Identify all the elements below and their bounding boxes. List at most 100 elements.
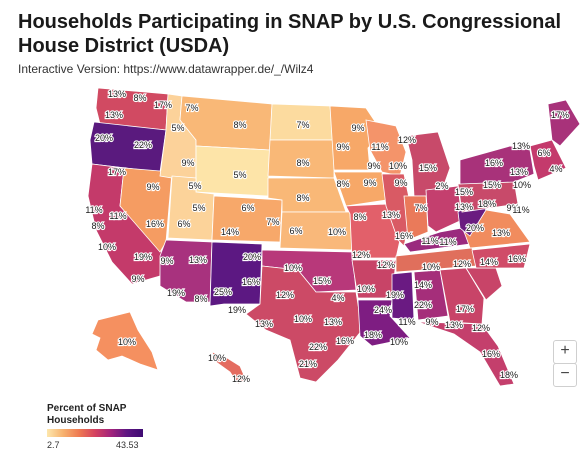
region-indiana[interactable] [403,195,429,241]
district-value-label: 19% [386,290,404,300]
legend-title: Percent of SNAP Households [47,403,127,426]
region-utah[interactable] [167,175,215,241]
zoom-in-button[interactable]: + [553,340,577,364]
zoom-out-button[interactable]: − [553,363,577,387]
region-maine[interactable] [547,99,581,147]
district-value-label: 11% [109,211,126,221]
district-value-label: 12% [232,374,250,384]
district-value-label: 5% [171,123,184,133]
district-value-label: 9% [336,142,349,152]
district-value-label: 13% [324,317,342,327]
district-value-label: 9% [506,203,519,213]
district-value-label: 4% [331,293,344,303]
district-value-label: 13% [492,228,510,238]
chart-subtitle[interactable]: Interactive Version: https://www.datawra… [18,62,314,76]
district-value-label: 8% [353,212,366,222]
district-value-label: 10% [328,227,346,237]
district-value-label: 5% [192,203,205,213]
region-georgia[interactable] [439,267,485,325]
district-value-label: 22% [309,342,327,352]
district-value-label: 12% [453,259,471,269]
legend-color-scale [47,429,143,437]
region-new-england[interactable] [529,139,567,181]
district-value-label: 11% [371,142,388,152]
district-value-label: 21% [299,359,317,369]
district-value-label: 8% [296,193,309,203]
district-value-label: 13% [382,210,400,220]
region-oregon[interactable] [89,121,167,173]
district-value-label: 9% [367,161,380,171]
district-value-label: 9% [394,178,407,188]
district-value-label: 13% [108,89,126,99]
district-value-label: 17% [551,110,569,120]
district-value-label: 6% [537,148,550,158]
district-value-label: 22% [414,300,432,310]
region-alaska[interactable] [91,311,159,371]
district-value-label: 9% [160,256,173,266]
region-new-mexico[interactable] [209,241,263,307]
region-mississippi[interactable] [391,271,415,321]
district-value-label: 11% [85,205,102,215]
region-hawaii[interactable] [211,351,247,385]
district-value-label: 11% [421,236,438,246]
district-value-label: 19% [134,252,152,262]
district-value-label: 17% [154,100,172,110]
district-value-label: 20% [243,252,261,262]
district-value-label: 10% [118,337,136,347]
region-florida[interactable] [417,321,515,387]
district-value-label: 16% [485,158,503,168]
district-value-label: 13% [455,202,473,212]
district-value-label: 15% [313,276,331,286]
district-value-label: 7% [266,217,279,227]
district-value-label: 4% [549,164,562,174]
district-value-label: 11% [512,205,529,215]
legend-min-label: 2.7 [47,440,60,450]
region-ohio[interactable] [425,185,463,233]
district-value-label: 17% [456,304,474,314]
district-value-label: 19% [167,288,185,298]
region-alabama[interactable] [413,269,449,321]
district-value-label: 15% [419,163,437,173]
district-value-label: 10% [389,161,407,171]
legend-max-label: 43.53 [116,440,139,450]
chart-title: Households Participating in SNAP by U.S.… [18,11,562,57]
district-value-label: 18% [500,370,518,380]
district-value-label: 15% [455,187,473,197]
district-value-label: 16% [242,277,260,287]
district-value-label: 16% [395,231,413,241]
district-value-label: 10% [284,263,302,273]
district-value-label: 13% [510,167,528,177]
district-value-label: 14% [221,227,239,237]
district-value-label: 12% [377,260,395,270]
region-new-york[interactable] [459,145,535,185]
district-value-label: 10% [357,284,375,294]
district-value-label: 13% [189,255,207,265]
district-value-label: 12% [472,323,490,333]
district-value-label: 6% [241,203,254,213]
district-value-label: 5% [233,170,246,180]
district-value-label: 11% [439,237,456,247]
district-value-label: 13% [105,110,123,120]
district-value-label: 8% [296,158,309,168]
district-value-label: 8% [194,294,207,304]
district-value-label: 6% [289,226,302,236]
region-illinois[interactable] [381,173,413,247]
district-value-label: 16% [482,349,500,359]
district-value-label: 2% [435,181,448,191]
district-value-label: 18% [478,199,496,209]
district-value-label: 8% [336,179,349,189]
region-north-carolina[interactable] [471,243,531,269]
district-value-label: 9% [131,274,144,284]
us-congressional-district-map[interactable]: 13% 8%17%13%20%22%7%5% 8% 7% 9%9% 11%12%8% 9% 1… [0,80,585,400]
district-value-label: 9% [351,123,364,133]
district-value-label: 20% [95,133,113,143]
district-value-label: 15% [483,180,501,190]
district-value-label: 13% [255,319,273,329]
district-value-label: 6% [177,219,190,229]
region-texas[interactable] [245,265,363,383]
district-value-label: 9% [363,178,376,188]
district-value-label: 13% [512,141,530,151]
district-value-label: 7% [414,203,427,213]
district-value-label: 24% [374,305,392,315]
district-value-label: 8% [133,93,146,103]
